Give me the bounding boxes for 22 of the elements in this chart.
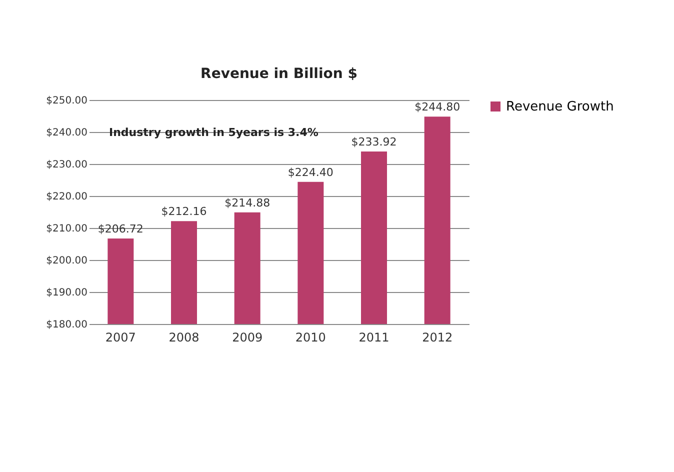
y-tick-label: $240.00	[46, 128, 88, 138]
legend-label: Revenue Growth	[506, 100, 614, 114]
x-tick-label: 2009	[232, 330, 263, 344]
text: $244.80	[414, 100, 460, 114]
y-tick-label: $180.00	[46, 320, 88, 330]
annotation: Industry growth in 5years is 3.4%	[109, 126, 318, 139]
y-tick-label: $200.00	[46, 256, 88, 266]
x-tick-label: 2010	[295, 330, 326, 344]
x-tick-label: 2011	[358, 330, 390, 344]
text: $214.88	[224, 196, 270, 210]
y-tick-label: $230.00	[46, 160, 88, 170]
chart-title: Revenue in Billion $	[200, 66, 358, 82]
y-tick-label: $190.00	[46, 288, 88, 298]
text: $224.40	[288, 166, 334, 179]
y-tick-label: $220.00	[46, 192, 88, 202]
y-tick-label: $210.00	[46, 224, 88, 234]
x-tick-label: 2007	[105, 330, 136, 344]
text: $233.92	[351, 135, 397, 148]
y-tick-label: $250.00	[46, 96, 88, 106]
x-tick-label: 2008	[168, 330, 200, 344]
text: $212.16	[161, 205, 207, 218]
x-tick-label: 2012	[422, 330, 453, 344]
